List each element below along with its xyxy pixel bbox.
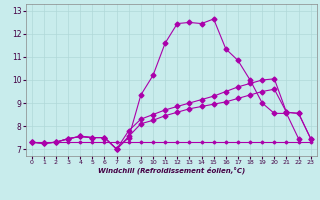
X-axis label: Windchill (Refroidissement éolien,°C): Windchill (Refroidissement éolien,°C) [98,167,245,174]
